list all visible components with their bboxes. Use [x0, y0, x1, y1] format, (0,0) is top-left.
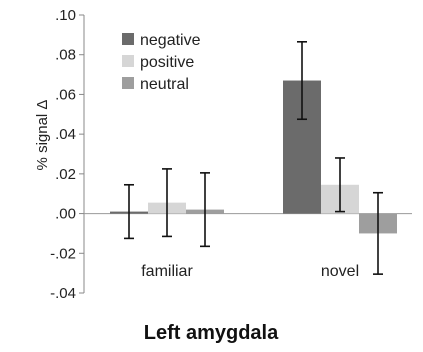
legend-swatch-positive: [122, 55, 134, 67]
legend-label-negative: negative: [140, 32, 201, 49]
error-bars: [124, 41, 383, 275]
bars: [110, 80, 397, 234]
y-tick-label: -.02: [50, 245, 76, 262]
y-tick-label: .08: [55, 47, 76, 64]
y-tick-label: .04: [55, 126, 76, 143]
y-tick-label: .06: [55, 86, 76, 103]
chart-title: Left amygdala: [144, 322, 279, 344]
legend: negative positive neutral: [122, 32, 201, 93]
category-label-novel: novel: [321, 263, 359, 280]
category-label-familiar: familiar: [141, 263, 193, 280]
legend-label-positive: positive: [140, 54, 194, 71]
legend-label-neutral: neutral: [140, 76, 189, 93]
y-axis: .10 .08 .06 .04 .02 .00 -.02 -.04: [50, 7, 412, 302]
y-tick-label: .10: [55, 7, 76, 24]
y-tick-label: -.04: [50, 285, 76, 302]
y-tick-label: .02: [55, 166, 76, 183]
category-labels: familiar novel: [141, 263, 359, 280]
y-axis-label: % signal Δ: [34, 100, 51, 171]
legend-swatch-neutral: [122, 77, 134, 89]
legend-swatch-negative: [122, 33, 134, 45]
y-tick-label: .00: [55, 206, 76, 223]
